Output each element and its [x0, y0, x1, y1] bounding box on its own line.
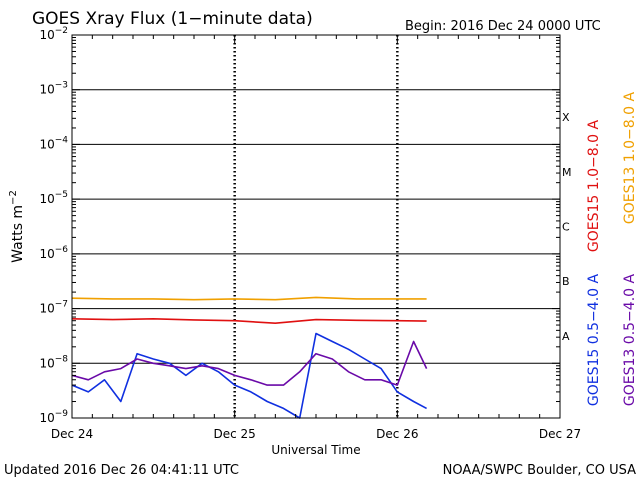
y-tick-label: 10−3: [39, 81, 68, 97]
credit-label: NOAA/SWPC Boulder, CO USA: [443, 463, 636, 478]
flare-class-label: X: [562, 111, 570, 124]
chart-title: GOES Xray Flux (1−minute data): [32, 9, 313, 29]
y-tick-label: 10−6: [39, 245, 68, 261]
series-line: [71, 317, 427, 325]
legend-entry: GOES13 1.0−8.0 A: [622, 92, 638, 225]
y-tick-label: 10−8: [39, 354, 68, 370]
flare-class-label: M: [562, 166, 572, 179]
legend-entry: GOES15 1.0−8.0 A: [586, 120, 602, 253]
series-line: [71, 296, 427, 301]
series-layer: [71, 296, 428, 419]
x-tick-label: Dec 24: [51, 427, 93, 441]
y-tick-label: 10−5: [39, 190, 68, 206]
flare-class-label: C: [562, 221, 570, 234]
x-tick-label: Dec 26: [376, 427, 418, 441]
y-tick-label: 10−4: [39, 135, 68, 151]
x-tick-label: Dec 27: [539, 427, 581, 441]
begin-label: Begin: 2016 Dec 24 0000 UTC: [405, 19, 601, 34]
legend-entry: GOES15 0.5−4.0 A: [586, 274, 602, 407]
flare-class-label: B: [562, 275, 570, 288]
y-tick-label: 10−2: [39, 26, 68, 42]
updated-label: Updated 2016 Dec 26 04:41:11 UTC: [4, 463, 239, 478]
x-tick-label: Dec 25: [214, 427, 256, 441]
y-tick-label: 10−9: [39, 409, 68, 425]
x-axis-title: Universal Time: [271, 443, 360, 457]
y-axis-title: Watts m−2: [8, 190, 26, 263]
legend-entry: GOES13 0.5−4.0 A: [622, 274, 638, 407]
flare-class-label: A: [562, 330, 570, 343]
series-line: [71, 332, 427, 419]
axes: 10−9 10−8 10−7 10−6 10−5 10−4 10−3 10−2 Dec 24 De…: [8, 26, 581, 457]
series-line: [71, 340, 428, 386]
legend: GOES15 1.0−8.0 A GOES13 1.0−8.0 A GOES15 0…: [586, 92, 638, 407]
y-tick-label: 10−7: [39, 300, 68, 316]
